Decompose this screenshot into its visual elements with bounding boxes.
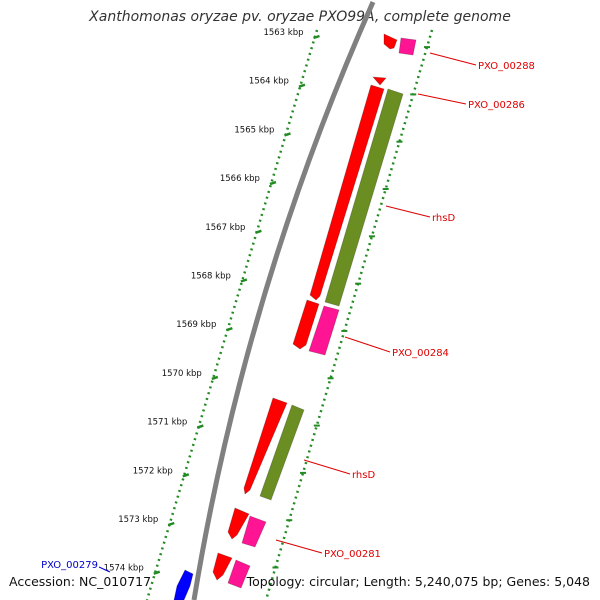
accession-label: Accession: NC_010717: [9, 574, 152, 589]
ruler-label: 1567 kbp: [205, 223, 245, 233]
scale-ring-2: [264, 29, 434, 600]
gene-feature[interactable]: [308, 305, 340, 356]
ruler-tick: [313, 34, 320, 40]
ruler-label: 1574 kbp: [104, 564, 144, 574]
gene-label-leader: [98, 566, 111, 573]
gene-label[interactable]: PXO_00288: [478, 61, 535, 72]
gene-label[interactable]: rhsD: [432, 213, 455, 224]
ruler-tick: [225, 327, 233, 332]
gene-feature[interactable]: [398, 37, 417, 56]
gene-feature[interactable]: [173, 569, 194, 600]
gene-label-leader: [417, 93, 467, 105]
ruler-label: 1566 kbp: [220, 174, 260, 184]
ruler-tick: [211, 375, 219, 381]
map-title: Xanthomonas oryzae pv. oryzae PXO99A, co…: [89, 9, 511, 25]
ruler-label: 1570 kbp: [162, 369, 202, 379]
ruler-tick: [196, 424, 204, 429]
gene-feature[interactable]: [243, 397, 288, 495]
gene-label-leader: [303, 459, 351, 475]
ruler-label: 1571 kbp: [147, 418, 187, 428]
gene-feature[interactable]: [292, 299, 320, 350]
ruler-label: 1572 kbp: [133, 466, 173, 476]
ruler-tick: [182, 473, 190, 478]
ruler-tick: [240, 278, 248, 283]
ruler-label: 1565 kbp: [234, 125, 274, 135]
gene-label[interactable]: PXO_00279: [41, 560, 98, 571]
gene-label[interactable]: rhsD: [352, 470, 375, 481]
gene-feature[interactable]: [372, 76, 387, 86]
ruler-label: 1563 kbp: [263, 28, 303, 38]
gene-label[interactable]: PXO_00281: [324, 549, 381, 560]
ruler-label: 1569 kbp: [176, 320, 216, 330]
ruler-tick: [298, 83, 306, 88]
gene-feature[interactable]: [227, 559, 251, 589]
ruler-tick: [269, 180, 277, 186]
ruler-tick: [284, 132, 291, 137]
gene-feature[interactable]: [212, 552, 233, 581]
gene-label-leader: [385, 205, 431, 218]
ruler-tick: [255, 229, 262, 234]
chromosome-backbone: [191, 0, 376, 600]
gene-label[interactable]: PXO_00286: [468, 100, 525, 111]
ruler-label: 1573 kbp: [118, 515, 158, 525]
gene-feature[interactable]: [309, 84, 385, 301]
gene-feature[interactable]: [241, 515, 267, 548]
gene-feature[interactable]: [227, 507, 250, 540]
ruler-tick: [153, 570, 161, 575]
gene-feature[interactable]: [259, 404, 305, 501]
ruler-label: 1564 kbp: [249, 77, 289, 87]
gene-label-leader: [344, 336, 391, 353]
gene-label[interactable]: PXO_00284: [392, 348, 449, 359]
gene-label-leader: [429, 52, 477, 66]
topology-summary: Topology: circular; Length: 5,240,075 bp…: [246, 574, 590, 589]
gene-feature[interactable]: [383, 33, 398, 50]
gene-label-leader: [275, 539, 323, 554]
gene-feature[interactable]: [324, 88, 404, 307]
ruler-tick: [167, 521, 175, 527]
ruler-label: 1568 kbp: [191, 272, 231, 282]
